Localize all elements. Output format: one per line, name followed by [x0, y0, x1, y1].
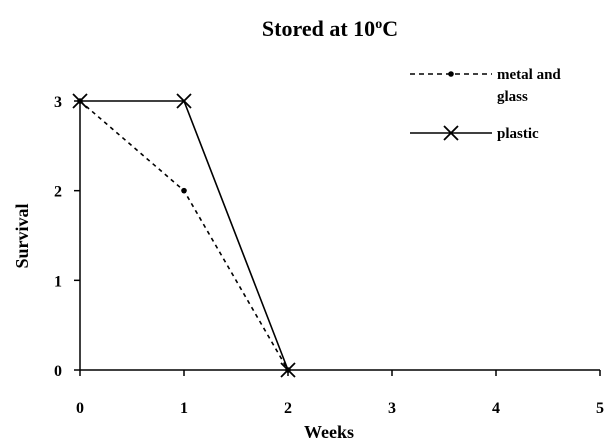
series-line-plastic	[80, 100, 289, 371]
x-ticks: 0 1 2 3 4 5	[76, 370, 604, 417]
legend-marker-plastic	[443, 125, 459, 141]
y-tick-label: 0	[54, 363, 62, 380]
x-tick-label: 3	[388, 400, 396, 417]
x-tick-label: 1	[180, 400, 188, 417]
y-tick-label: 1	[54, 273, 62, 290]
legend-label-plastic: plastic	[497, 126, 539, 142]
x-axis-label: Weeks	[304, 422, 354, 442]
x-tick-label: 4	[492, 400, 500, 417]
y-tick-label: 3	[54, 94, 62, 111]
x-tick-label: 5	[596, 400, 604, 417]
y-tick-label: 2	[54, 184, 62, 201]
legend-label-metal-and-glass-2: glass	[497, 89, 528, 105]
series-layer	[72, 93, 296, 378]
legend-label-metal-and-glass-1: metal and	[497, 67, 561, 83]
y-axis-label: Survival	[12, 203, 32, 268]
legend: metal and glass plastic	[410, 67, 561, 142]
x-tick-label: 2	[284, 400, 292, 417]
legend-marker-metal-and-glass	[448, 71, 454, 77]
point-plastic	[176, 93, 192, 109]
series-line-metal-and-glass	[79, 100, 289, 371]
point-plastic	[72, 93, 88, 109]
x-tick-label: 0	[76, 400, 84, 417]
point-plastic	[280, 362, 296, 378]
y-ticks: 0 1 2 3	[54, 94, 80, 380]
chart-title: Stored at 10oC	[262, 16, 398, 41]
point-metal-and-glass	[181, 187, 187, 194]
